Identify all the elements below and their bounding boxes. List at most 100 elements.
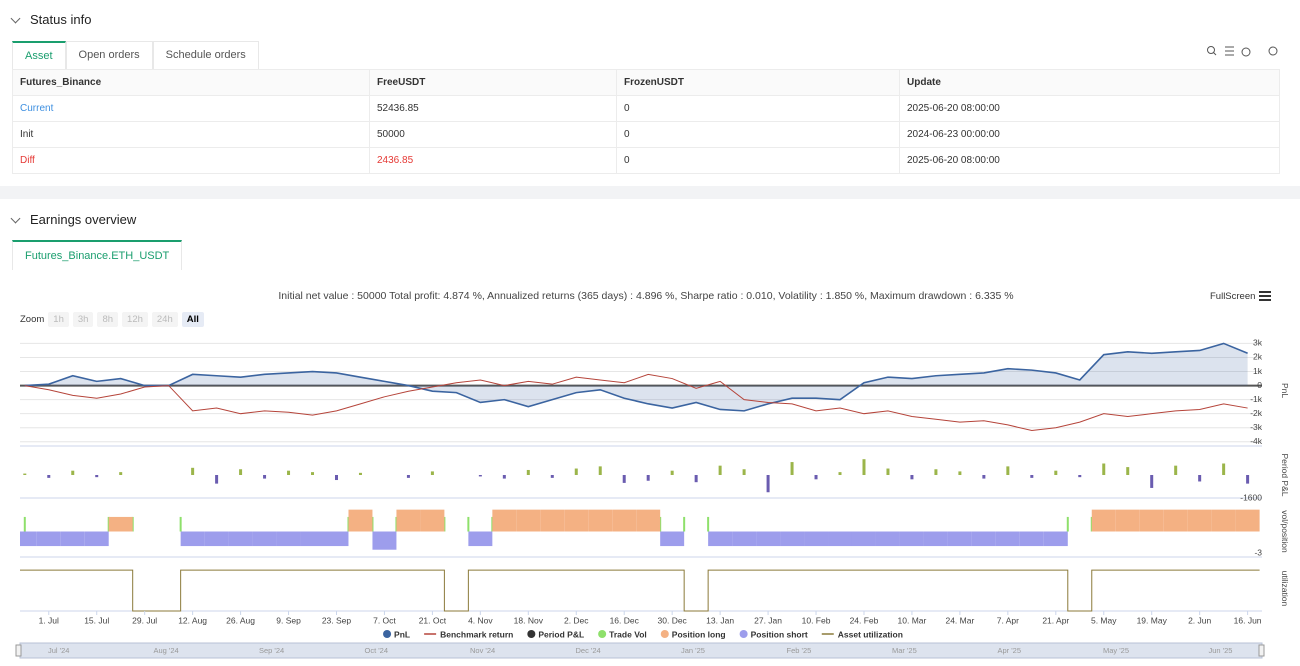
bar [766, 475, 770, 493]
x-tick-label: 26. Aug [226, 615, 255, 625]
bar [971, 531, 996, 547]
bar [478, 475, 482, 477]
zoom-button[interactable]: 1h [48, 312, 69, 327]
navigator [19, 642, 1263, 659]
bar [588, 509, 613, 532]
cell: Init [12, 121, 370, 148]
navigator-label: Dec '24 [576, 646, 601, 655]
fullscreen-button[interactable]: FullScreen [1210, 291, 1256, 302]
y-tick-label: 0 [1257, 380, 1262, 390]
x-tick-label: 5. May [1091, 615, 1117, 625]
bar [180, 531, 205, 547]
bar [622, 475, 626, 483]
chart: 3k 2k 1k 0 -1k -2k -3k -4k PnL -1600 Period P&L -3 v… [15, 338, 1290, 659]
y-tick-label: -1k [1250, 394, 1263, 404]
tab[interactable]: Asset [12, 41, 66, 69]
bar [311, 472, 315, 475]
bar [23, 473, 27, 475]
zoom-button[interactable]: 3h [72, 312, 94, 327]
bar [71, 470, 75, 475]
zoom-bar: Zoom 1h 3h 8h 12h 24h All [20, 312, 204, 327]
bar [84, 531, 109, 547]
legend: PnL Benchmark return Period P&L Trade Vol Po… [383, 629, 903, 639]
bar [334, 475, 338, 481]
x-tick-label: 16. Jun [1234, 615, 1262, 625]
x-tick-label: 9. Sep [276, 615, 301, 625]
legend-label: Period P&L [538, 629, 584, 639]
bar [20, 531, 37, 547]
bar [1139, 509, 1164, 532]
collapse-icon[interactable] [10, 13, 21, 24]
bar [492, 509, 517, 532]
bar [790, 462, 794, 475]
x-tick-label: 10. Feb [802, 615, 831, 625]
bar [204, 531, 229, 547]
x-tick-label: 10. Mar [898, 615, 927, 625]
cell: 2024-06-23 00:00:00 [899, 121, 1280, 148]
x-tick-label: 16. Dec [610, 615, 640, 625]
bar [1019, 531, 1044, 547]
legend-label: Asset utilization [838, 629, 903, 639]
zoom-button[interactable]: 8h [97, 312, 119, 327]
bar [95, 475, 99, 478]
bar [179, 516, 182, 532]
zoom-button[interactable]: 12h [122, 312, 148, 327]
legend-symbol [739, 630, 748, 638]
legend-label: Position short [751, 629, 808, 639]
bar [263, 475, 267, 479]
navigator-handle [15, 644, 22, 657]
zoom-button[interactable]: All [181, 312, 204, 327]
bar [899, 531, 924, 547]
bar [420, 509, 445, 532]
navigator-label: Nov '24 [470, 646, 495, 655]
navigator-label: Apr '25 [998, 646, 1022, 655]
bar [694, 475, 698, 483]
bar [851, 531, 876, 547]
tab[interactable]: Open orders [65, 41, 153, 69]
row: Diff 2436.85 0 2025-06-20 08:00:00 [12, 147, 1280, 174]
cell: 52436.85 [369, 95, 617, 122]
legend-symbol [383, 630, 392, 638]
y-tick-label: -4k [1250, 436, 1263, 446]
x-tick-label: 7. Oct [373, 615, 396, 625]
x-tick-label: 13. Jan [706, 615, 734, 625]
bar [108, 516, 133, 532]
bar [1187, 509, 1212, 532]
bar [526, 469, 530, 475]
tab[interactable]: Schedule orders [152, 41, 259, 69]
bar [1198, 475, 1202, 482]
bar [732, 531, 757, 547]
x-tick-label: 23. Sep [322, 615, 352, 625]
bar [1163, 509, 1188, 532]
collapse-icon[interactable] [10, 213, 21, 224]
bar [1054, 470, 1058, 475]
bar [804, 531, 829, 547]
cell: 2025-06-20 08:00:00 [899, 95, 1280, 122]
bar [468, 531, 493, 547]
tab[interactable]: Futures_Binance.ETH_USDT [12, 240, 183, 270]
cell: 0 [616, 121, 900, 148]
y-tick-label: -1600 [1240, 492, 1262, 502]
bar [1066, 516, 1069, 532]
bar [718, 465, 722, 475]
bar [324, 531, 349, 547]
header-cell: Update [899, 69, 1280, 96]
bar [36, 531, 61, 547]
bar [574, 468, 578, 475]
zoom-button[interactable]: 24h [151, 312, 178, 327]
zoom-label: Zoom [20, 314, 45, 325]
legend-label: Trade Vol [609, 629, 647, 639]
axis-label: Period P&L [1280, 454, 1290, 497]
bar [467, 516, 470, 532]
bar [358, 472, 362, 475]
header-cell: Futures_Binance [12, 69, 370, 96]
navigator-label: Mar '25 [892, 646, 917, 655]
bar [516, 509, 541, 532]
bar [1211, 509, 1236, 532]
menu-icon[interactable] [1259, 291, 1271, 301]
cell: 0 [616, 95, 900, 122]
bar [239, 469, 243, 475]
legend-symbol [527, 630, 536, 638]
navigator-label: Oct '24 [365, 646, 389, 655]
bar [1150, 475, 1154, 488]
